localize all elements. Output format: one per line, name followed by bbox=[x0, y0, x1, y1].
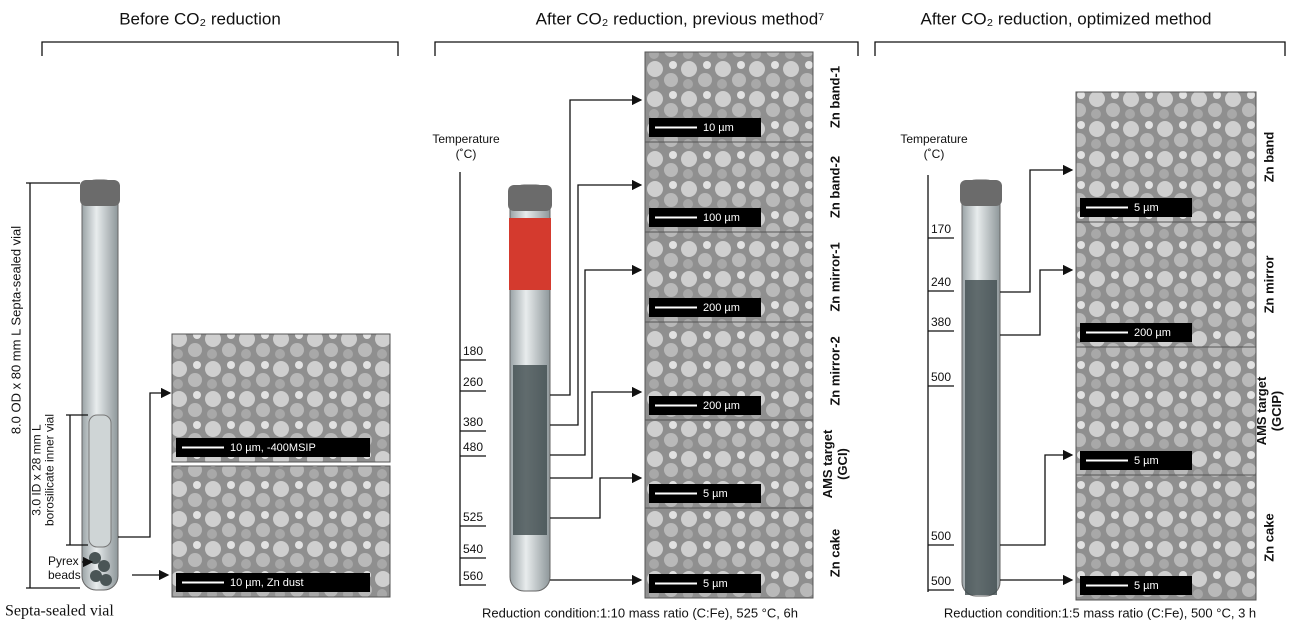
scale-label: 10 µm, Zn dust bbox=[230, 577, 304, 589]
vial-cap bbox=[80, 180, 120, 206]
bead bbox=[98, 560, 110, 572]
line bbox=[42, 42, 398, 56]
caption: Reduction condition:1:10 mass ratio (C:F… bbox=[482, 605, 798, 620]
arrow bbox=[550, 270, 641, 455]
inner-dimension: borosilicate inner vial bbox=[43, 414, 57, 526]
scale-label: 200 µm bbox=[703, 400, 740, 412]
temperature: 500 bbox=[931, 370, 951, 384]
arrow bbox=[1000, 170, 1072, 292]
deposit bbox=[513, 365, 547, 535]
image-label: Zn band-1 bbox=[827, 66, 842, 128]
scale-label: 100 µm bbox=[703, 212, 740, 224]
scale-label: 5 µm bbox=[1134, 455, 1159, 467]
image-label: Zn mirror-2 bbox=[827, 336, 842, 405]
image-label: Zn cake bbox=[827, 529, 842, 577]
temperature: 500 bbox=[931, 529, 951, 543]
scale-label: 5 µm bbox=[703, 488, 728, 500]
temperature: 500 bbox=[931, 574, 951, 588]
inner-vial bbox=[89, 415, 111, 547]
temperature: 180 bbox=[463, 344, 483, 358]
line bbox=[875, 42, 1285, 56]
beads-label: Pyrex bbox=[48, 554, 79, 568]
arrow bbox=[550, 478, 641, 518]
scale-label: 10 µm, -400MSIP bbox=[230, 442, 316, 454]
scale-label: 5 µm bbox=[703, 578, 728, 590]
arrow bbox=[550, 392, 641, 478]
image-label: Zn mirror bbox=[1261, 256, 1276, 314]
axis-title: (˚C) bbox=[456, 147, 477, 161]
deposit bbox=[965, 280, 997, 595]
image-label: Zn band bbox=[1261, 132, 1276, 183]
temperature: 380 bbox=[931, 315, 951, 329]
vial-cap bbox=[508, 185, 552, 211]
image-label: AMS target bbox=[820, 429, 835, 498]
axis-title: (˚C) bbox=[924, 147, 945, 161]
panel-title: Before CO₂ reduction bbox=[119, 9, 281, 28]
caption: Reduction condition:1:5 mass ratio (C:Fe… bbox=[944, 605, 1256, 620]
axis-title: Temperature bbox=[432, 132, 500, 146]
image-label: Zn mirror-1 bbox=[827, 242, 842, 311]
image-label: Zn band-2 bbox=[827, 156, 842, 218]
bead bbox=[100, 574, 112, 586]
scale-label: 5 µm bbox=[1134, 580, 1159, 592]
scale-label: 5 µm bbox=[1134, 202, 1159, 214]
axis-title: Temperature bbox=[900, 132, 968, 146]
arrow bbox=[550, 100, 641, 395]
temperature: 540 bbox=[463, 542, 483, 556]
temperature: 240 bbox=[931, 275, 951, 289]
caption: Septa-sealed vial bbox=[5, 603, 114, 620]
temperature: 525 bbox=[463, 510, 483, 524]
temperature: 170 bbox=[931, 222, 951, 236]
image-label: (GCIP) bbox=[1269, 391, 1284, 431]
inner-dimension: 3.0 ID x 28 mm L bbox=[30, 424, 44, 516]
panel-title: After CO₂ reduction, optimized method bbox=[920, 9, 1211, 28]
temperature: 380 bbox=[463, 415, 483, 429]
scale-label: 10 µm bbox=[703, 122, 734, 134]
arrow bbox=[1000, 270, 1072, 335]
figure: Before CO₂ reduction 8.0 OD x 80 mm L Sep… bbox=[0, 0, 1292, 625]
arrow bbox=[1000, 455, 1072, 545]
scale-label: 200 µm bbox=[1134, 327, 1171, 339]
arrow bbox=[118, 393, 170, 537]
image-label: (GCI) bbox=[835, 448, 850, 480]
temperature: 260 bbox=[463, 375, 483, 389]
vial-label bbox=[509, 218, 551, 290]
temperature: 560 bbox=[463, 569, 483, 583]
outer-dimension: 8.0 OD x 80 mm L Septa-sealed vial bbox=[8, 226, 23, 434]
beads-label: beads bbox=[48, 568, 81, 582]
image-label: AMS target bbox=[1254, 376, 1269, 445]
line bbox=[26, 183, 80, 588]
vial-cap bbox=[960, 180, 1002, 206]
image-label: Zn cake bbox=[1261, 513, 1276, 561]
arrow bbox=[550, 185, 641, 425]
scale-label: 200 µm bbox=[703, 302, 740, 314]
temperature: 480 bbox=[463, 440, 483, 454]
panel-title: After CO₂ reduction, previous method⁷ bbox=[536, 9, 825, 28]
